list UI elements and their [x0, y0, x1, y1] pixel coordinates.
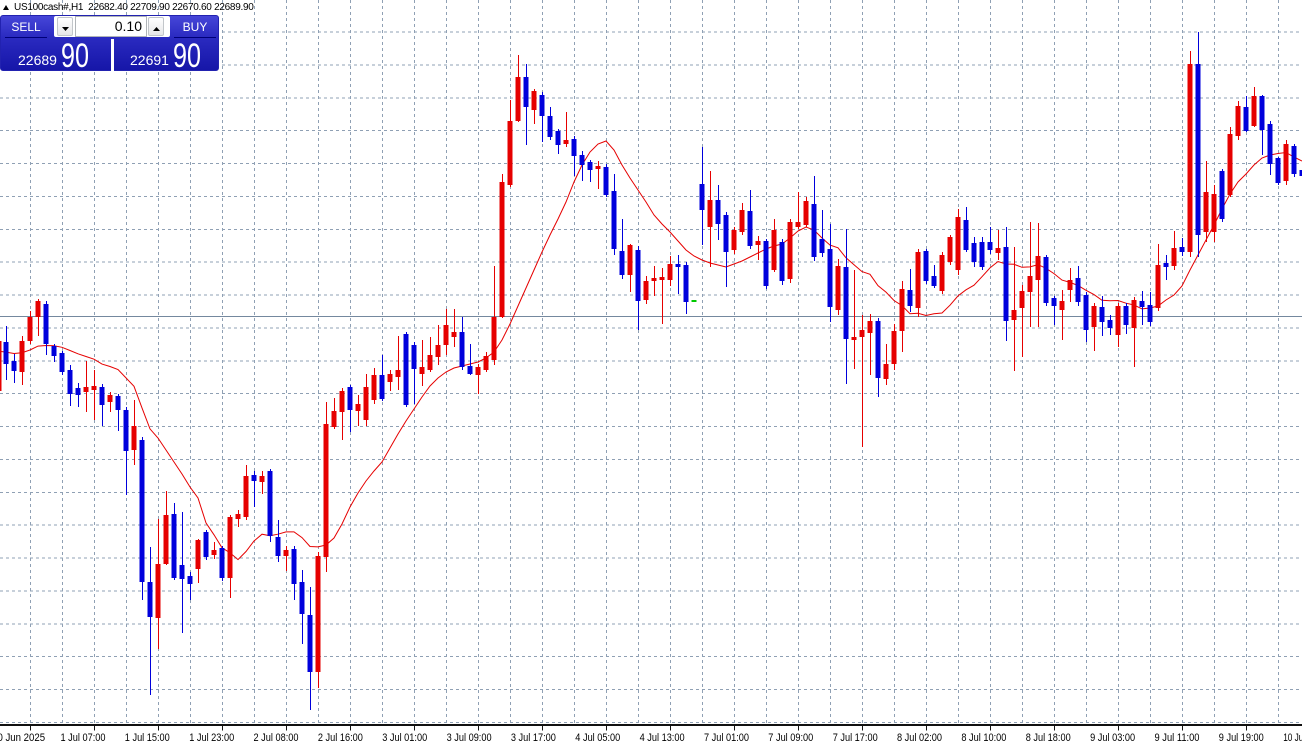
svg-text:7 Jul 01:00: 7 Jul 01:00 [704, 732, 749, 744]
svg-text:8 Jul 18:00: 8 Jul 18:00 [1026, 732, 1071, 744]
svg-text:2 Jul 16:00: 2 Jul 16:00 [318, 732, 363, 744]
svg-text:8 Jul 10:00: 8 Jul 10:00 [961, 732, 1006, 744]
svg-text:3 Jul 17:00: 3 Jul 17:00 [511, 732, 556, 744]
svg-text:3 Jul 09:00: 3 Jul 09:00 [447, 732, 492, 744]
svg-text:2 Jul 08:00: 2 Jul 08:00 [254, 732, 299, 744]
svg-text:8 Jul 02:00: 8 Jul 02:00 [897, 732, 942, 744]
svg-text:4 Jul 13:00: 4 Jul 13:00 [640, 732, 685, 744]
svg-text:4 Jul 05:00: 4 Jul 05:00 [575, 732, 620, 744]
svg-text:7 Jul 09:00: 7 Jul 09:00 [768, 732, 813, 744]
svg-text:10 Jul 04:00: 10 Jul 04:00 [1283, 732, 1302, 744]
svg-text:3 Jul 01:00: 3 Jul 01:00 [382, 732, 427, 744]
svg-text:9 Jul 03:00: 9 Jul 03:00 [1090, 732, 1135, 744]
svg-text:1 Jul 07:00: 1 Jul 07:00 [61, 732, 106, 744]
svg-text:1 Jul 23:00: 1 Jul 23:00 [189, 732, 234, 744]
svg-text:9 Jul 19:00: 9 Jul 19:00 [1219, 732, 1264, 744]
svg-text:9 Jul 11:00: 9 Jul 11:00 [1155, 732, 1200, 744]
svg-text:1 Jul 15:00: 1 Jul 15:00 [125, 732, 170, 744]
svg-text:30 Jun 2025: 30 Jun 2025 [0, 732, 45, 744]
svg-text:7 Jul 17:00: 7 Jul 17:00 [833, 732, 878, 744]
